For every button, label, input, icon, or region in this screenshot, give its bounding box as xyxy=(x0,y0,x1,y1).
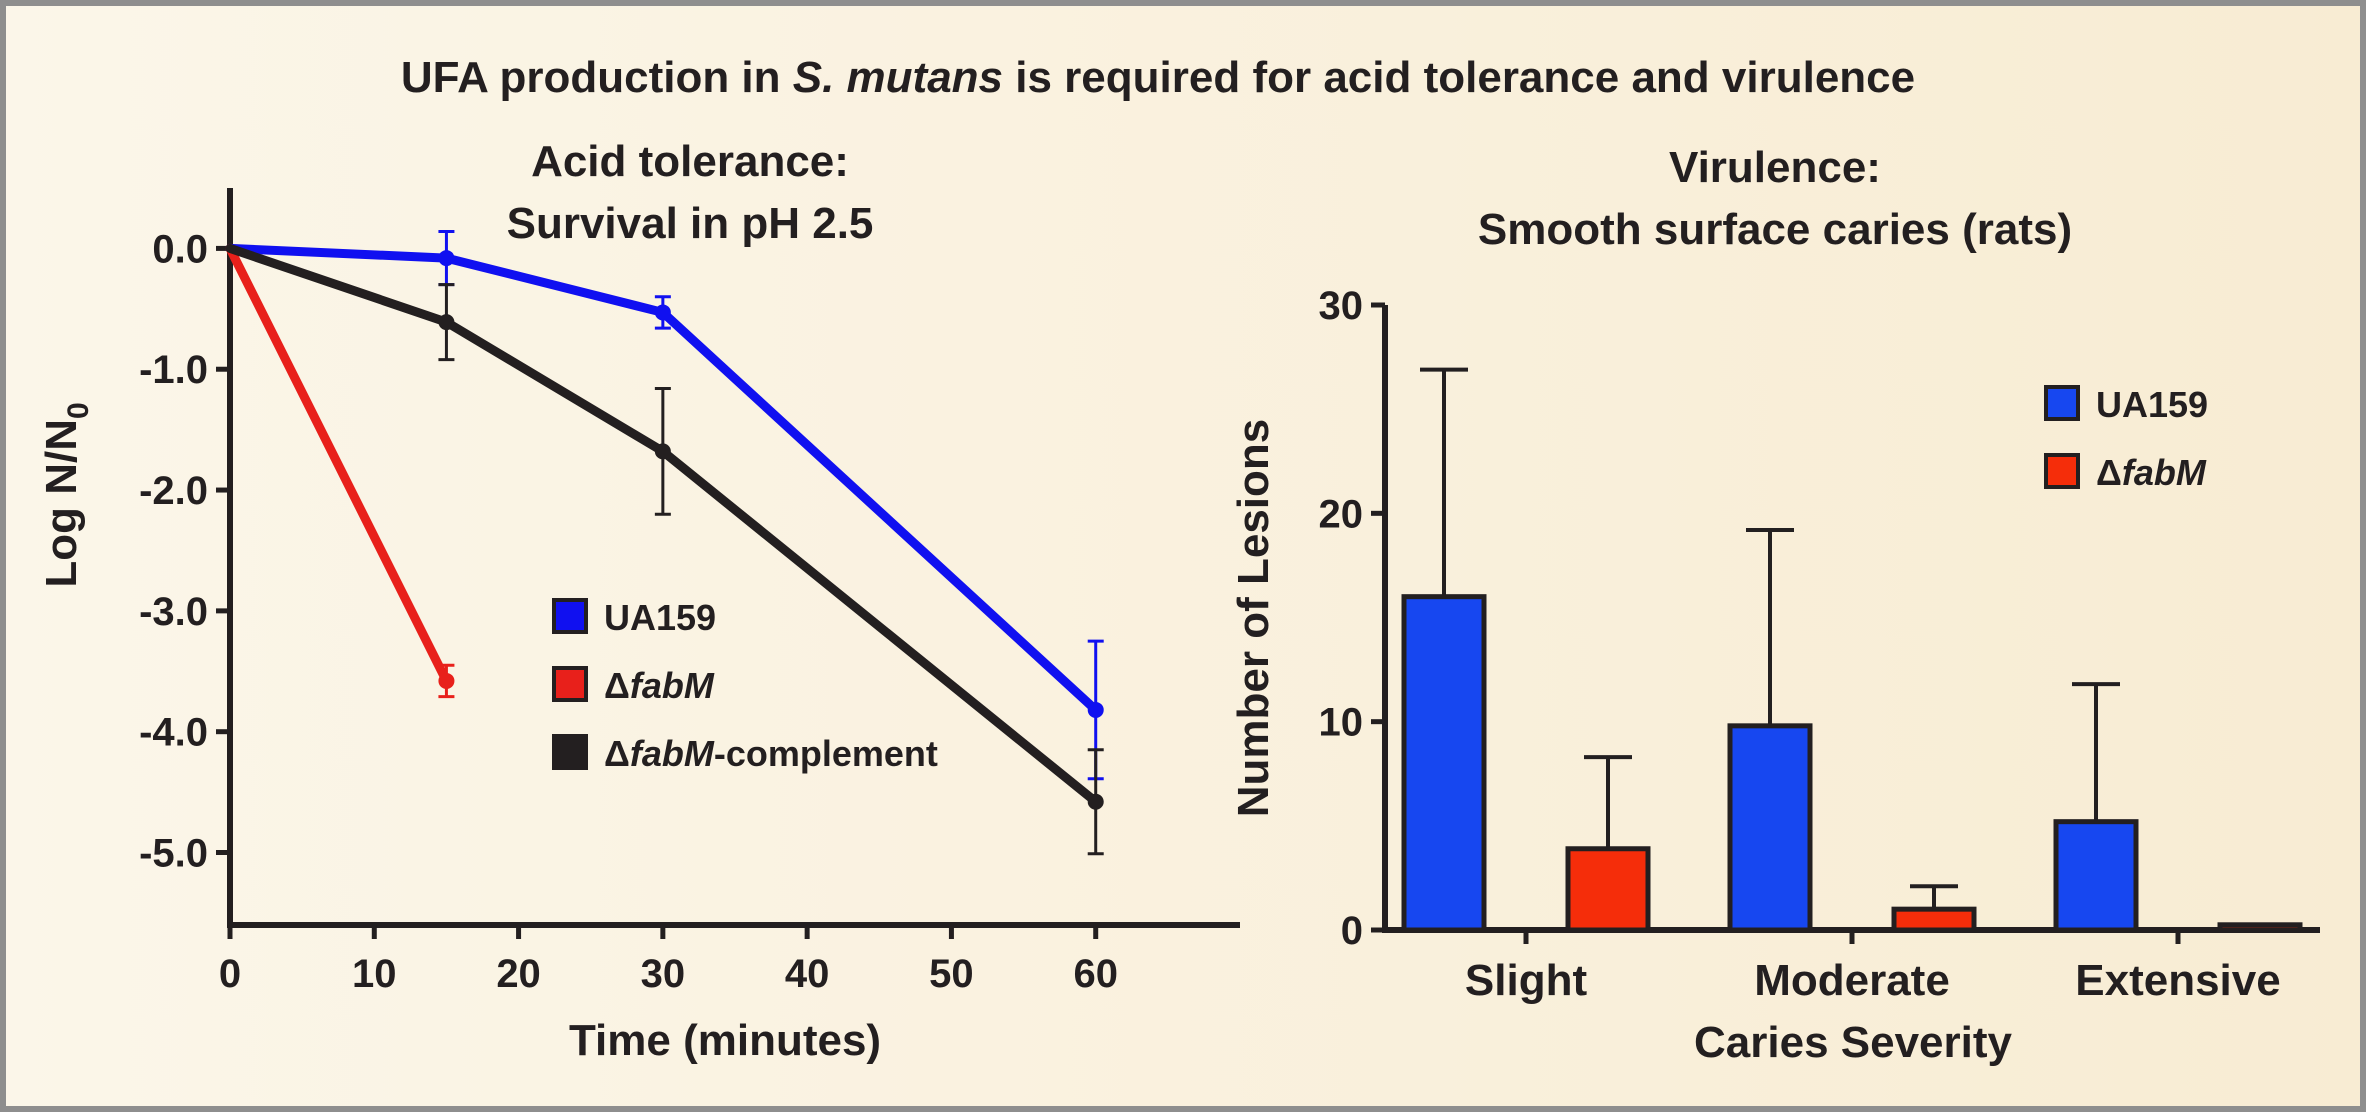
line-chart-ylabel-sub: 0 xyxy=(62,402,95,419)
legend-label-suffix: -complement xyxy=(714,733,938,774)
bar-chart-y-tick-label: 0 xyxy=(1341,909,1363,953)
bar xyxy=(1401,594,1487,933)
legend-label-suffix: UA159 xyxy=(604,597,716,638)
legend-label-delta: Δ xyxy=(604,665,630,706)
virulence-chart: Virulence: Smooth surface caries (rats) … xyxy=(1229,143,2320,1067)
legend-label: ΔfabM xyxy=(604,665,715,706)
bar xyxy=(1727,723,1813,933)
bar-chart-y-tick-label: 30 xyxy=(1319,284,1364,328)
bar-chart-legend: UA159 ΔfabM xyxy=(2044,384,2208,493)
bar xyxy=(1565,846,1651,933)
legend-swatch xyxy=(552,734,588,770)
data-point xyxy=(654,443,671,460)
legend-label-suffix: UA159 xyxy=(2096,384,2208,425)
bar-chart-y-tick-label: 10 xyxy=(1319,701,1364,745)
legend-label: UA159 xyxy=(2096,384,2208,425)
legend-swatch xyxy=(552,598,588,634)
legend-label-italic: fabM xyxy=(2122,452,2207,493)
line-chart-x-tick-label: 30 xyxy=(641,952,686,996)
bar xyxy=(2217,922,2303,933)
bar xyxy=(1891,906,1977,933)
bar-chart-y-tick-label: 20 xyxy=(1319,492,1364,536)
data-point xyxy=(438,250,455,267)
line-chart-y-tick-label: 0.0 xyxy=(152,227,208,271)
line-chart-y-tick-label: -4.0 xyxy=(139,711,208,755)
line-chart-y-tick-label: -1.0 xyxy=(139,348,208,392)
line-series-1 xyxy=(225,243,451,686)
line-series-0 xyxy=(225,243,1101,715)
line-chart-x-tick-label: 60 xyxy=(1073,952,1118,996)
acid-tolerance-chart: Acid tolerance: Survival in pH 2.5 Time … xyxy=(37,137,1240,1065)
bar-chart-x-tick-label: Extensive xyxy=(2075,956,2280,1005)
bar-chart-x-tick-label: Moderate xyxy=(1754,956,1950,1005)
figure-title: UFA production in S. mutans is required … xyxy=(401,53,1915,102)
line-chart-x-tick-label: 20 xyxy=(496,952,541,996)
line-chart-ylabel-main: Log N/N xyxy=(37,419,86,588)
bar-chart-axes: 0 10 20 30 Slight Moderate Extensive xyxy=(1319,284,2320,1005)
legend-label-delta: Δ xyxy=(604,733,630,774)
bar-chart-series xyxy=(1401,367,2303,933)
figure-title-pre: UFA production in xyxy=(401,53,793,102)
data-point xyxy=(1087,701,1104,718)
data-point xyxy=(654,304,671,321)
line-series-2 xyxy=(225,243,1101,807)
line-chart-axes: 0.0 -1.0 -2.0 -3.0 -4.0 -5.0 0 10 20 30 40 50 60 xyxy=(139,188,1240,996)
legend-swatch xyxy=(552,666,588,702)
line-chart-x-tick-label: 50 xyxy=(929,952,974,996)
line-chart-series xyxy=(225,229,1104,856)
line-chart-xlabel: Time (minutes) xyxy=(569,1016,881,1065)
legend-label-delta: Δ xyxy=(2096,452,2122,493)
legend-label-italic: fabM xyxy=(630,733,715,774)
figure-title-post: is required for acid tolerance and virul… xyxy=(1003,53,1915,102)
line-chart-x-tick-label: 10 xyxy=(352,952,397,996)
bar-chart-x-tick-label: Slight xyxy=(1465,956,1588,1005)
legend-label: UA159 xyxy=(604,597,716,638)
bar-chart-ylabel: Number of Lesions xyxy=(1229,419,1278,818)
line-chart-y-tick-label: -3.0 xyxy=(139,590,208,634)
legend-label: ΔfabM xyxy=(2096,452,2207,493)
legend-swatch xyxy=(2044,453,2080,489)
line-chart-y-tick-label: -2.0 xyxy=(139,469,208,513)
line-chart-x-tick-label: 0 xyxy=(219,952,241,996)
bar-chart-xlabel: Caries Severity xyxy=(1694,1018,2013,1067)
data-point xyxy=(1087,793,1104,810)
legend-label-italic: fabM xyxy=(630,665,715,706)
line-chart-ylabel: Log N/N0 xyxy=(37,402,95,587)
legend-label: ΔfabM-complement xyxy=(604,733,938,774)
bar xyxy=(2053,819,2139,933)
line-chart-title-line2: Survival in pH 2.5 xyxy=(507,199,874,248)
bar-chart-title-line1: Virulence: xyxy=(1669,143,1881,192)
figure-title-italic: S. mutans xyxy=(793,53,1003,102)
bar-chart-title-line2: Smooth surface caries (rats) xyxy=(1478,205,2072,254)
data-point xyxy=(438,314,455,331)
legend-swatch xyxy=(2044,385,2080,421)
line-chart-x-tick-label: 40 xyxy=(785,952,830,996)
line-chart-title-line1: Acid tolerance: xyxy=(531,137,849,186)
data-point xyxy=(438,672,455,689)
line-chart-y-tick-label: -5.0 xyxy=(139,832,208,876)
